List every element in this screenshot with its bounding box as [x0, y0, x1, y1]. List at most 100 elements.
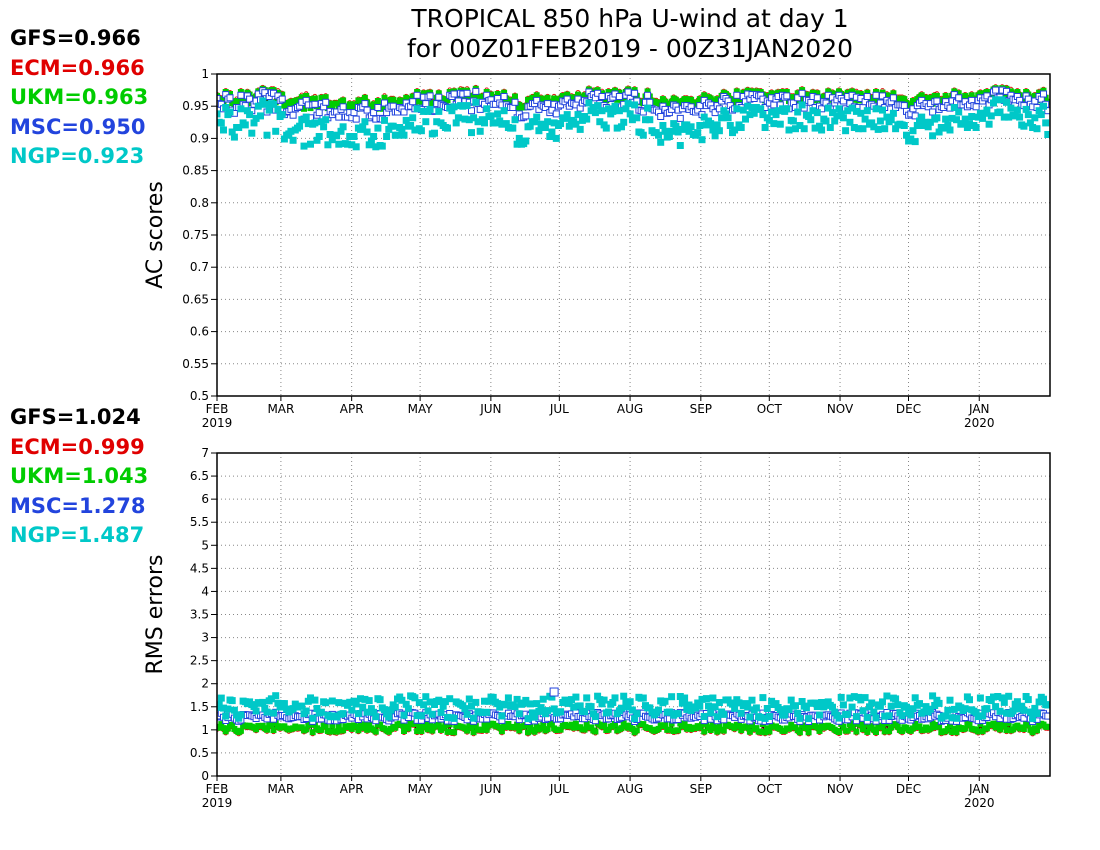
- ac-marker-ngp: [339, 123, 347, 131]
- rms-marker-ngp: [687, 707, 695, 714]
- rms-marker-ukm: [401, 728, 407, 734]
- rms-marker-ukm: [218, 721, 225, 728]
- ac-marker-ukm: [1031, 92, 1038, 99]
- rms-marker-ukm: [1034, 727, 1040, 734]
- rms-marker-ngp: [926, 705, 934, 713]
- rms-marker-ukm: [411, 721, 418, 727]
- ac-marker-ukm: [533, 92, 540, 99]
- ac-marker-msc: [339, 103, 347, 111]
- ac-marker-ukm: [968, 92, 975, 99]
- rms-marker-ukm: [366, 722, 373, 729]
- rms-marker-ngp: [581, 708, 589, 716]
- rms-marker-ukm: [701, 728, 708, 735]
- ac-marker-ngp: [452, 119, 460, 127]
- ac-marker-ukm: [551, 95, 558, 102]
- rms-marker-ngp: [224, 705, 232, 713]
- rms-marker-ngp: [748, 696, 756, 704]
- ac-marker-msc: [1003, 87, 1010, 95]
- ac-marker-ukm: [603, 97, 610, 104]
- ac-marker-ngp: [1000, 113, 1008, 121]
- rms-marker-ngp: [916, 700, 923, 708]
- ac-marker-ngp: [468, 129, 475, 137]
- legend-ac-ukm: UKM=0.963: [10, 85, 149, 109]
- ac-marker-ngp: [557, 120, 565, 128]
- ac-marker-ngp: [618, 123, 625, 131]
- ac-marker-ngp: [417, 127, 425, 135]
- rms-marker-ngp: [837, 693, 845, 701]
- rms-marker-ngp: [361, 695, 369, 703]
- rms-marker-ukm: [951, 725, 958, 732]
- rms-marker-ukm: [731, 725, 738, 732]
- ac-marker-msc: [783, 92, 791, 100]
- ac-marker-ngp: [768, 108, 776, 116]
- rms-marker-ukm: [633, 727, 640, 734]
- rms-marker-ukm: [886, 728, 893, 735]
- ac-marker-ngp: [822, 117, 830, 125]
- rms-marker-ukm: [953, 729, 960, 736]
- rms-marker-ngp: [787, 696, 795, 704]
- ac-marker-ukm: [394, 100, 401, 107]
- ac-marker-ngp: [311, 119, 319, 127]
- rms-marker-ngp: [761, 714, 769, 722]
- ac-marker-ngp: [800, 125, 808, 133]
- rms-marker-ukm: [675, 727, 682, 734]
- rms-marker-ukm: [618, 725, 625, 732]
- legend-rms-gfs: GFS=1.024: [10, 405, 141, 429]
- rms-marker-ngp: [539, 695, 547, 703]
- rms-marker-ukm: [605, 726, 612, 733]
- rms-marker-ngp: [979, 712, 987, 720]
- rms-marker-ukm: [348, 725, 355, 732]
- ac-xtick-label: FEB: [206, 402, 229, 416]
- ac-marker-msc: [278, 95, 286, 103]
- rms-marker-ngp: [270, 709, 277, 717]
- ac-marker-msc: [972, 103, 980, 111]
- ac-marker-ngp: [789, 117, 797, 125]
- ac-marker-ngp: [222, 104, 230, 111]
- rms-marker-ukm: [479, 726, 486, 733]
- rms-ytick-label: 0.5: [190, 746, 209, 760]
- ac-marker-ngp: [672, 122, 680, 130]
- rms-marker-ngp: [1020, 706, 1028, 714]
- ac-marker-ukm: [918, 92, 925, 99]
- rms-xtick-label: JUL: [549, 782, 569, 796]
- rms-xtick-label: OCT: [757, 782, 783, 796]
- rms-marker-ukm: [753, 725, 760, 732]
- rms-marker-ukm: [1029, 729, 1036, 736]
- rms-marker-ukm: [712, 724, 719, 731]
- rms-marker-ngp: [478, 709, 486, 717]
- rms-marker-ngp: [220, 704, 227, 712]
- rms-marker-ngp: [365, 697, 373, 705]
- ac-marker-ngp: [694, 129, 702, 137]
- rms-marker-ukm: [720, 727, 727, 734]
- ac-xtick-label: SEP: [690, 402, 712, 416]
- ac-marker-ngp: [328, 136, 336, 144]
- rms-marker-ukm: [764, 725, 771, 732]
- ac-marker-ngp: [713, 121, 721, 129]
- ac-marker-ngp: [874, 125, 882, 133]
- rms-marker-ukm: [548, 720, 555, 727]
- ac-marker-ngp: [459, 102, 467, 110]
- ac-marker-ngp: [550, 119, 558, 127]
- rms-marker-ngp: [502, 701, 510, 709]
- ac-marker-ngp: [876, 117, 884, 125]
- ac-marker-ukm: [381, 94, 388, 101]
- rms-marker-ukm: [840, 723, 847, 730]
- ac-marker-ngp: [711, 132, 719, 140]
- ac-marker-ngp: [250, 119, 258, 127]
- rms-marker-ngp: [983, 705, 991, 713]
- rms-marker-ngp: [885, 712, 893, 720]
- ac-marker-ukm: [901, 96, 908, 103]
- ac-marker-msc: [374, 104, 382, 111]
- rms-marker-ukm: [601, 721, 608, 728]
- ac-marker-ngp: [722, 110, 730, 118]
- ac-marker-ngp: [726, 122, 734, 129]
- ac-marker-msc: [798, 89, 806, 97]
- rms-marker-ukm: [505, 721, 512, 727]
- ac-marker-ngp: [772, 111, 780, 119]
- rms-marker-ngp: [376, 696, 384, 704]
- rms-marker-ukm: [899, 728, 906, 735]
- ac-marker-msc: [615, 93, 623, 100]
- ac-marker-ngp: [591, 109, 599, 117]
- rms-marker-ukm: [992, 724, 999, 731]
